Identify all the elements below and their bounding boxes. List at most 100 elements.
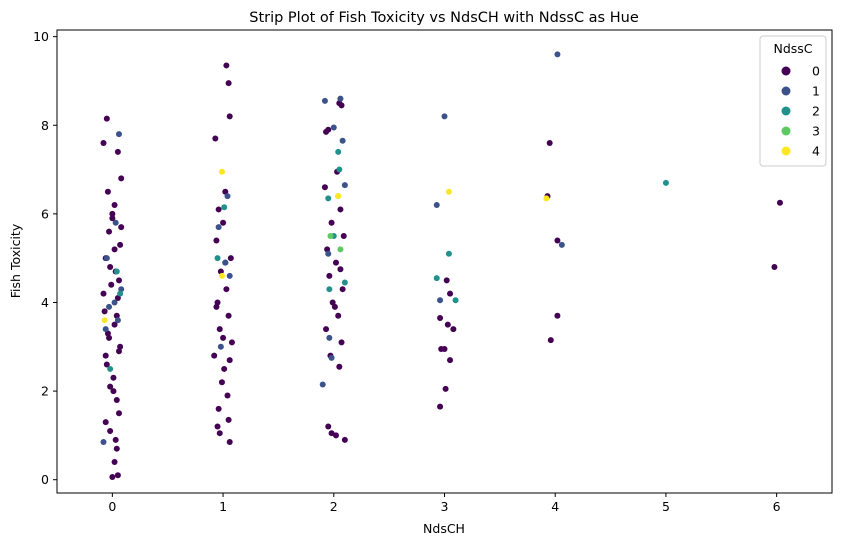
point-ndssc-0-10 xyxy=(118,175,125,182)
point-ndssc-0-87 xyxy=(325,423,332,430)
legend-entries: 0 1 2 3 4 xyxy=(781,64,820,159)
point-ndssc-3-1 xyxy=(337,246,344,253)
point-ndssc-0-67 xyxy=(220,334,227,341)
x-tick-label: 2 xyxy=(330,499,338,514)
point-ndssc-0-40 xyxy=(214,423,221,430)
point-ndssc-4-2 xyxy=(218,272,225,279)
data-points xyxy=(100,51,783,481)
point-ndssc-1-2 xyxy=(103,255,110,262)
point-ndssc-2-12 xyxy=(445,250,452,257)
point-ndssc-1-25 xyxy=(437,297,444,304)
point-ndssc-0-108 xyxy=(776,199,783,206)
point-ndssc-0-36 xyxy=(107,264,114,271)
y-tick-label: 8 xyxy=(41,118,49,133)
point-ndssc-0-88 xyxy=(333,432,339,439)
point-ndssc-2-5 xyxy=(335,148,342,155)
point-ndssc-0-70 xyxy=(338,102,345,109)
point-ndssc-0-27 xyxy=(102,419,109,426)
point-ndssc-1-18 xyxy=(325,250,332,257)
point-ndssc-0-80 xyxy=(339,286,346,293)
point-ndssc-1-17 xyxy=(330,124,337,131)
point-ndssc-0-93 xyxy=(437,314,444,321)
point-ndssc-0-100 xyxy=(447,357,454,364)
point-ndssc-0-20 xyxy=(101,308,108,315)
point-ndssc-0-59 xyxy=(211,352,218,359)
point-ndssc-0-13 xyxy=(109,215,116,222)
point-ndssc-0-79 xyxy=(326,272,333,279)
legend-label-3: 3 xyxy=(812,124,820,139)
point-ndssc-0-7 xyxy=(100,139,107,146)
point-ndssc-0-62 xyxy=(224,392,231,399)
point-ndssc-0-97 xyxy=(450,326,457,333)
point-ndssc-0-42 xyxy=(216,430,223,437)
point-ndssc-2-4 xyxy=(221,204,228,211)
point-ndssc-2-0 xyxy=(107,365,114,372)
point-ndssc-2-2 xyxy=(117,290,124,297)
point-ndssc-0-58 xyxy=(228,339,235,346)
point-ndssc-0-92 xyxy=(337,266,344,273)
point-ndssc-1-15 xyxy=(337,95,344,102)
point-ndssc-0-65 xyxy=(213,303,220,310)
legend-marker-4 xyxy=(781,146,791,156)
legend-label-4: 4 xyxy=(812,144,820,159)
legend: NdssC 0 1 2 3 4 xyxy=(759,35,827,167)
point-ndssc-0-90 xyxy=(328,430,335,437)
point-ndssc-1-6 xyxy=(100,439,107,446)
point-ndssc-4-0 xyxy=(101,317,108,324)
point-ndssc-0-102 xyxy=(437,403,444,410)
point-ndssc-0-30 xyxy=(117,343,124,350)
point-ndssc-2-1 xyxy=(113,268,120,275)
point-ndssc-4-1 xyxy=(218,168,225,175)
point-ndssc-0-1 xyxy=(114,472,121,479)
point-ndssc-0-32 xyxy=(118,224,125,231)
point-ndssc-1-16 xyxy=(339,137,346,144)
point-ndssc-0-95 xyxy=(447,290,454,297)
x-axis-label: NdsCH xyxy=(423,521,465,536)
point-ndssc-1-10 xyxy=(224,193,231,200)
point-ndssc-0-2 xyxy=(111,458,118,465)
point-ndssc-0-52 xyxy=(227,255,234,262)
point-ndssc-0-6 xyxy=(110,388,117,395)
point-ndssc-1-26 xyxy=(554,51,561,58)
point-ndssc-1-9 xyxy=(215,224,222,231)
point-ndssc-0-44 xyxy=(212,135,219,142)
point-ndssc-2-10 xyxy=(341,279,348,286)
legend-marker-3 xyxy=(781,126,791,136)
point-ndssc-0-0 xyxy=(109,474,116,481)
point-ndssc-1-5 xyxy=(114,317,121,324)
point-ndssc-0-75 xyxy=(328,219,335,226)
legend-title: NdssC xyxy=(773,41,812,56)
point-ndssc-2-9 xyxy=(326,286,333,293)
point-ndssc-0-89 xyxy=(341,436,348,443)
point-ndssc-0-83 xyxy=(323,326,330,333)
point-ndssc-1-19 xyxy=(326,334,333,341)
point-ndssc-1-1 xyxy=(112,219,119,226)
point-ndssc-0-66 xyxy=(226,357,233,364)
point-ndssc-0-28 xyxy=(112,436,119,443)
y-axis: 0 2 4 6 8 10 xyxy=(33,29,57,487)
x-axis: 0 1 2 3 4 5 6 xyxy=(108,493,781,514)
point-ndssc-0-9 xyxy=(114,148,121,155)
y-tick-label: 6 xyxy=(41,206,49,221)
legend-label-2: 2 xyxy=(812,104,820,119)
point-ndssc-4-4 xyxy=(445,188,452,195)
y-tick-label: 10 xyxy=(33,29,49,44)
point-ndssc-1-21 xyxy=(319,381,326,388)
point-ndssc-0-33 xyxy=(109,210,116,217)
point-ndssc-2-13 xyxy=(452,297,459,304)
point-ndssc-0-4 xyxy=(107,427,114,434)
point-ndssc-0-91 xyxy=(331,303,338,310)
point-ndssc-0-25 xyxy=(110,374,117,381)
point-ndssc-0-29 xyxy=(107,383,114,390)
point-ndssc-2-7 xyxy=(325,195,332,202)
y-axis-label: Fish Toxicity xyxy=(8,223,23,298)
chart-title: Strip Plot of Fish Toxicity vs NdsCH wit… xyxy=(249,10,639,26)
legend-marker-0 xyxy=(781,66,791,76)
x-tick-label: 5 xyxy=(662,499,670,514)
point-ndssc-0-99 xyxy=(438,346,445,352)
point-ndssc-0-109 xyxy=(771,264,778,271)
point-ndssc-3-2 xyxy=(327,233,334,240)
point-ndssc-1-8 xyxy=(102,326,109,333)
point-ndssc-0-94 xyxy=(443,277,450,284)
